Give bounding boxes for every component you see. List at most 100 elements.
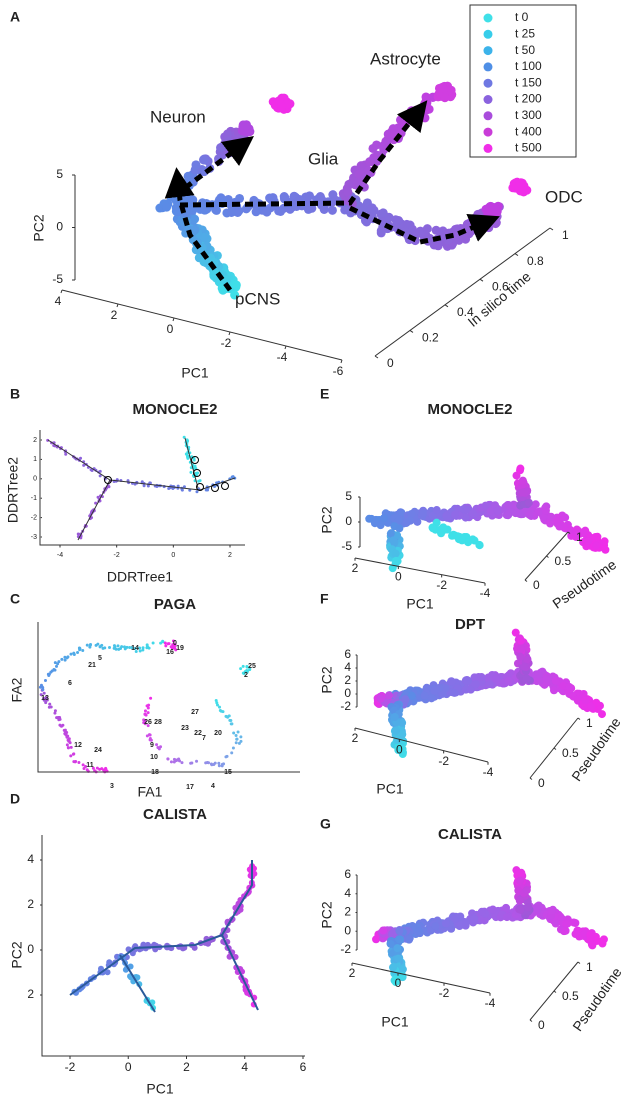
cell	[229, 719, 233, 723]
cell	[103, 646, 107, 650]
annotation: Glia	[308, 149, 339, 168]
cell	[142, 721, 146, 725]
tick-mark	[577, 717, 581, 720]
legend-swatch	[483, 95, 493, 104]
cell	[199, 257, 209, 267]
panel-title: CALISTA	[438, 826, 502, 843]
tick-mark	[577, 961, 581, 964]
cell	[462, 918, 471, 927]
cell	[142, 484, 146, 488]
legend-label: t 300	[515, 108, 542, 122]
cell	[65, 734, 69, 738]
cell	[76, 650, 80, 654]
cell	[148, 737, 152, 741]
cell	[471, 673, 480, 682]
cell	[48, 702, 52, 706]
cell	[151, 641, 155, 645]
cell	[584, 536, 593, 545]
cell	[235, 737, 239, 741]
panel-title: PAGA	[154, 596, 196, 613]
cell	[188, 488, 192, 492]
tick-label: 0.5	[555, 554, 572, 568]
cell	[463, 676, 472, 685]
cell	[402, 219, 412, 229]
tick-label: 4	[55, 294, 62, 308]
tick-mark	[553, 747, 557, 750]
cell	[493, 506, 502, 515]
tick-label: 0.6	[492, 279, 509, 293]
cell	[342, 195, 352, 205]
cell	[379, 514, 388, 523]
cell	[392, 726, 401, 735]
cell	[219, 709, 223, 713]
cell	[66, 655, 70, 659]
cell	[407, 691, 416, 700]
cell	[231, 746, 235, 750]
cell	[113, 645, 117, 649]
cell	[488, 207, 498, 217]
cell	[163, 641, 167, 645]
cell	[395, 115, 405, 125]
cell	[432, 506, 441, 515]
cell	[415, 228, 425, 238]
cell	[96, 495, 100, 499]
legend-swatch	[483, 127, 493, 137]
cell	[65, 743, 69, 747]
tick-mark	[116, 303, 119, 308]
cell	[512, 866, 521, 875]
tick-label: -4	[485, 996, 496, 1010]
cell	[491, 674, 500, 683]
cell	[394, 954, 403, 963]
tick-label: -2	[438, 754, 449, 768]
node-label: 14	[131, 645, 139, 652]
cell	[157, 747, 161, 751]
cell	[401, 695, 410, 704]
tick-label: 2	[183, 1060, 190, 1074]
cell	[245, 669, 249, 673]
tick-label: 0.2	[422, 331, 439, 345]
cell	[104, 766, 108, 770]
cell	[542, 674, 551, 683]
cell	[367, 203, 377, 213]
cell	[435, 684, 444, 693]
cell	[209, 271, 219, 281]
cell	[389, 536, 398, 545]
cell	[100, 767, 104, 771]
tick-label: 0.8	[527, 254, 544, 268]
tick-label: -2	[114, 552, 120, 559]
axis-label: PC2	[319, 666, 335, 693]
tick-label: -4	[277, 350, 288, 364]
cell	[212, 762, 216, 766]
cell	[122, 645, 126, 649]
tick-label: 2	[111, 308, 118, 322]
cell	[398, 718, 407, 727]
node-label: 23	[181, 725, 189, 732]
cell	[223, 136, 233, 146]
tick-label: 4	[27, 852, 34, 866]
cell	[197, 479, 201, 483]
tick-label: 0	[538, 1018, 545, 1032]
cell	[531, 500, 540, 509]
cell	[53, 668, 57, 672]
cell	[44, 696, 48, 700]
cell	[64, 452, 68, 456]
cell	[72, 752, 76, 756]
cell	[551, 676, 560, 685]
cell	[134, 650, 138, 654]
cell	[62, 728, 66, 732]
cell	[525, 510, 534, 519]
cell	[277, 102, 287, 112]
tick-label: -3	[31, 534, 37, 541]
cell	[189, 761, 193, 765]
cell	[98, 644, 102, 648]
node-label: 12	[74, 742, 82, 749]
cell	[231, 280, 241, 290]
cell	[516, 464, 525, 473]
cell	[486, 507, 495, 516]
cell	[217, 761, 221, 765]
cell	[248, 667, 252, 671]
cell	[422, 224, 432, 234]
cell	[128, 646, 132, 650]
cell	[592, 541, 601, 550]
